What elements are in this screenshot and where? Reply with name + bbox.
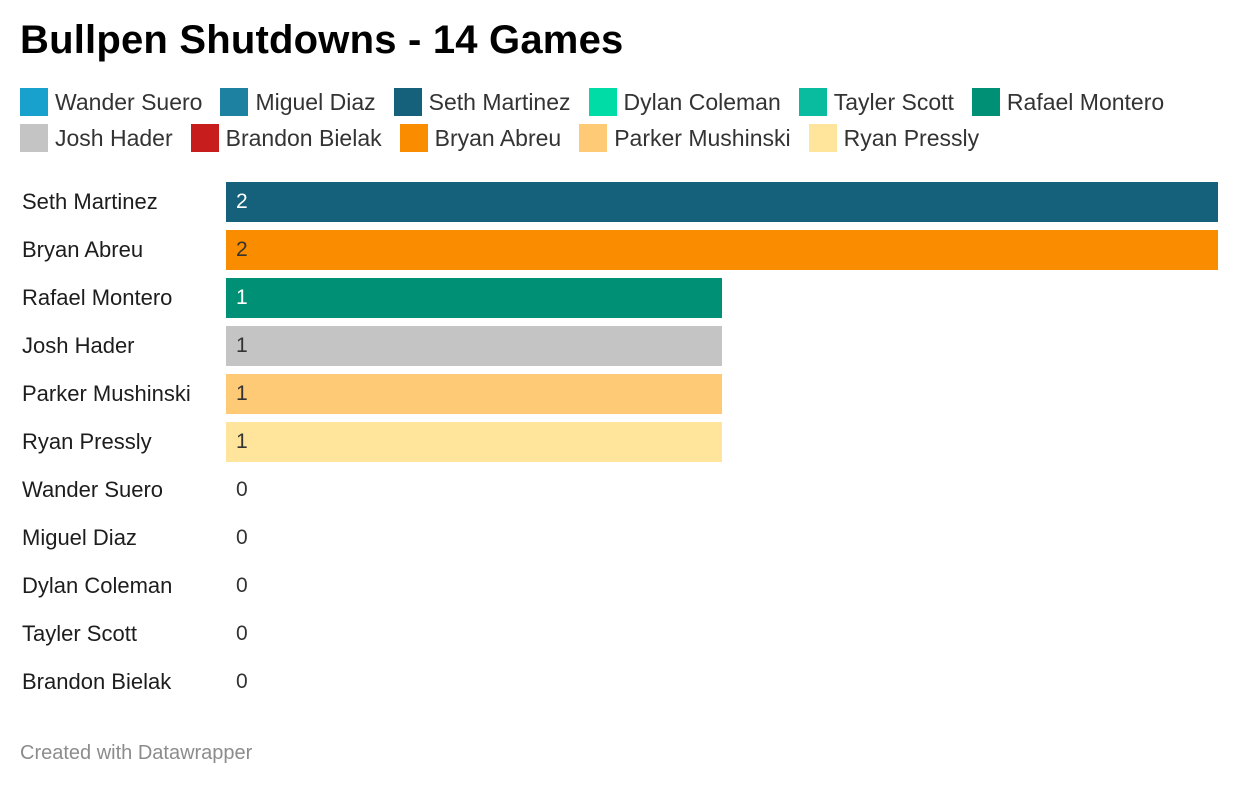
category-label: Brandon Bielak — [22, 669, 172, 694]
legend-swatch — [588, 88, 617, 116]
value-label: 2 — [236, 238, 248, 261]
value-label: 1 — [236, 334, 248, 357]
legend-swatch — [579, 124, 608, 152]
legend-item: Seth Martinez — [393, 88, 571, 116]
category-label: Rafael Montero — [22, 285, 173, 310]
legend-item: Rafael Montero — [971, 88, 1165, 116]
bar-chart: Seth Martinez 2 Bryan Abreu 2 Rafael Montero… — [0, 176, 1240, 716]
legend-item: Bryan Abreu — [399, 124, 562, 152]
legend-item: Miguel Diaz — [220, 88, 376, 116]
chart-legend: Wander Suero Miguel Diaz Seth Martinez Dyla… — [20, 88, 1225, 152]
legend-label: Rafael Montero — [1006, 88, 1165, 115]
legend-label: Ryan Pressly — [843, 124, 980, 151]
legend-swatch — [399, 124, 428, 152]
value-label: 0 — [236, 622, 248, 645]
legend-item: Ryan Pressly — [808, 124, 980, 152]
bar — [226, 278, 722, 318]
legend-item: Tayler Scott — [798, 88, 954, 116]
legend-item: Josh Hader — [20, 124, 173, 152]
legend-swatch — [798, 88, 827, 116]
value-label: 1 — [236, 382, 248, 405]
legend-swatch — [971, 88, 1000, 116]
bar — [226, 326, 722, 366]
value-label: 0 — [236, 670, 248, 693]
bar — [226, 374, 722, 414]
category-label: Seth Martinez — [22, 189, 158, 214]
bar — [226, 182, 1218, 222]
legend-label: Tayler Scott — [833, 88, 954, 115]
legend-label: Miguel Diaz — [255, 88, 376, 115]
legend-item: Parker Mushinski — [579, 124, 791, 152]
value-label: 1 — [236, 430, 248, 453]
category-label: Josh Hader — [22, 333, 135, 358]
value-label: 1 — [236, 286, 248, 309]
value-label: 0 — [236, 526, 248, 549]
bar — [226, 230, 1218, 270]
legend-label: Brandon Bielak — [225, 124, 382, 151]
legend-swatch — [393, 88, 422, 116]
category-label: Tayler Scott — [22, 621, 137, 646]
legend-swatch — [220, 88, 249, 116]
legend-item: Wander Suero — [20, 88, 202, 116]
category-label: Dylan Coleman — [22, 573, 173, 598]
value-label: 0 — [236, 478, 248, 501]
legend-label: Josh Hader — [55, 124, 173, 151]
legend-label: Bryan Abreu — [434, 124, 562, 151]
legend-item: Brandon Bielak — [190, 124, 382, 152]
legend-label: Seth Martinez — [428, 88, 571, 115]
category-label: Parker Mushinski — [22, 381, 191, 406]
legend-label: Dylan Coleman — [623, 88, 781, 115]
category-label: Miguel Diaz — [22, 525, 137, 550]
legend-item: Dylan Coleman — [588, 88, 781, 116]
legend-swatch — [20, 88, 48, 116]
legend-swatch — [20, 124, 48, 152]
footer-credit[interactable]: Created with Datawrapper — [20, 742, 253, 764]
legend-swatch — [808, 124, 837, 152]
bar — [226, 422, 722, 462]
value-label: 0 — [236, 574, 248, 597]
value-label: 2 — [236, 190, 248, 213]
category-label: Ryan Pressly — [22, 429, 152, 454]
legend-label: Parker Mushinski — [614, 124, 791, 151]
legend-label: Wander Suero — [55, 88, 203, 115]
category-label: Bryan Abreu — [22, 237, 144, 262]
chart-title: Bullpen Shutdowns - 14 Games — [20, 18, 624, 62]
legend-swatch — [190, 124, 219, 152]
category-label: Wander Suero — [22, 477, 164, 502]
